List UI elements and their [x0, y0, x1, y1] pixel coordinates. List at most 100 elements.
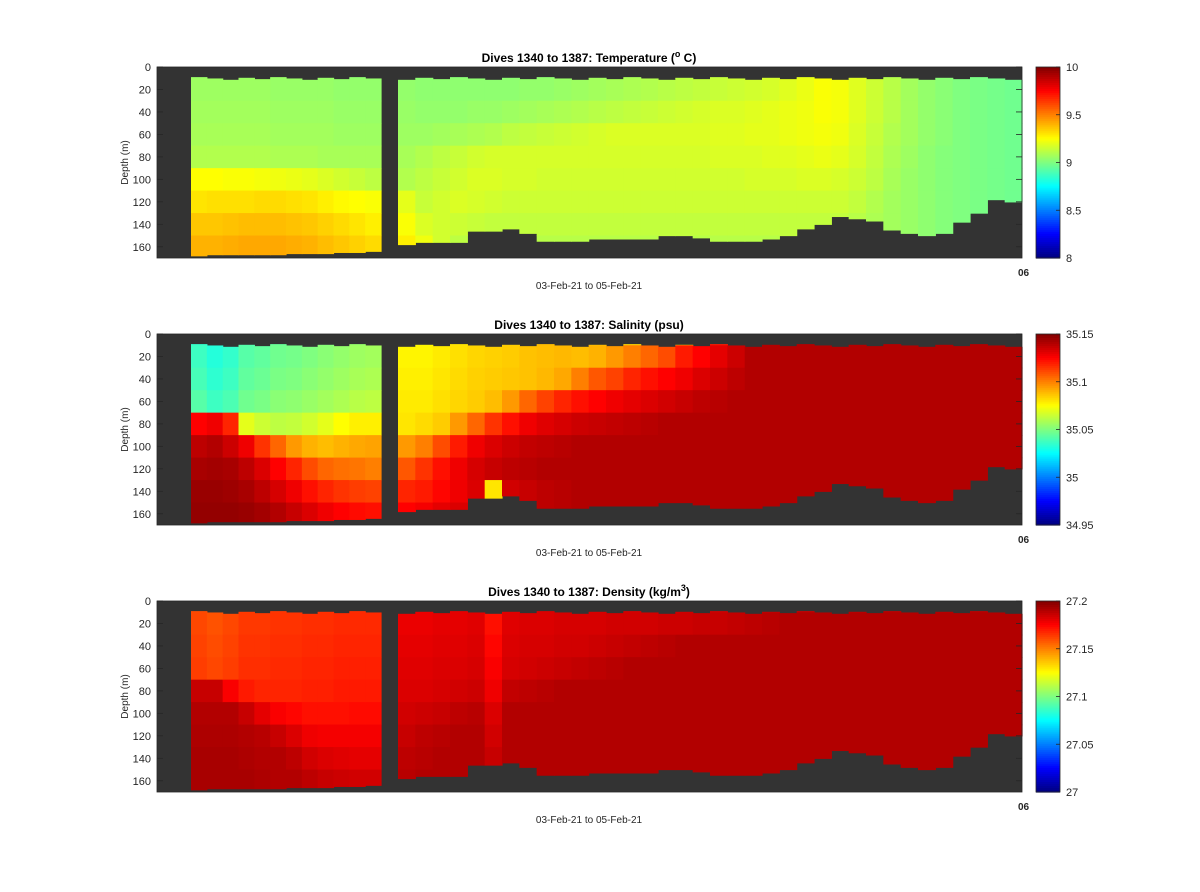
heatmap-cell: [658, 390, 676, 414]
heatmap-cell: [900, 345, 919, 369]
heatmap-cell: [848, 168, 867, 192]
heatmap-cell: [762, 367, 780, 391]
heatmap-cell: [900, 612, 919, 636]
heatmap-cell: [744, 657, 763, 681]
heatmap-cell: [222, 747, 240, 771]
heatmap-cell: [640, 657, 659, 681]
heatmap-cell: [554, 367, 572, 391]
heatmap-cell: [286, 634, 303, 658]
colorbar-tick-label: 9.5: [1066, 110, 1081, 122]
heatmap-cell: [935, 100, 954, 124]
heatmap-cell: [398, 724, 416, 748]
heatmap-cell: [536, 100, 555, 124]
heatmap-cell: [692, 100, 711, 124]
heatmap-cell: [900, 480, 919, 501]
heatmap-cell: [658, 145, 676, 169]
heatmap-cell: [432, 100, 451, 124]
colorbar-segment: [1036, 397, 1060, 401]
heatmap-cell: [883, 345, 902, 369]
heatmap-cell: [796, 345, 815, 369]
heatmap-cell: [935, 657, 954, 681]
heatmap-cell: [222, 79, 240, 102]
heatmap-cell: [432, 412, 451, 436]
colorbar-segment: [1036, 347, 1060, 351]
heatmap-cell: [779, 390, 798, 414]
colorbar-segment: [1036, 248, 1060, 251]
heatmap-cell: [502, 367, 520, 391]
heatmap-cell: [606, 634, 624, 658]
heatmap-cell: [270, 480, 287, 504]
colorbar-segment: [1036, 610, 1060, 614]
heatmap-cell: [301, 79, 319, 102]
heatmap-cell: [762, 145, 780, 169]
colorbar-segment: [1036, 176, 1060, 180]
heatmap-cell: [987, 612, 1006, 636]
heatmap-cell: [467, 480, 486, 499]
heatmap-cell: [191, 367, 208, 391]
heatmap-cell: [270, 612, 287, 636]
heatmap-cell: [588, 480, 607, 504]
colorbar-segment: [1036, 230, 1060, 233]
heatmap-cell: [206, 78, 224, 102]
heatmap-cell: [502, 634, 520, 658]
heatmap-cell: [191, 611, 208, 613]
colorbar-segment: [1036, 148, 1060, 152]
heatmap-cell: [658, 100, 676, 124]
colorbar-segment: [1036, 252, 1060, 255]
heatmap-cell: [623, 100, 642, 124]
heatmap-cell: [710, 480, 728, 504]
heatmap-cell: [1004, 613, 1023, 636]
colorbar-segment: [1036, 345, 1060, 349]
heatmap-cell: [254, 168, 271, 192]
heatmap-cell: [286, 168, 303, 192]
colorbar-segment: [1036, 106, 1060, 110]
heatmap-cell: [883, 657, 902, 681]
heatmap-cell: [762, 457, 780, 481]
heatmap-cell: [415, 679, 434, 703]
heatmap-cell: [727, 78, 746, 102]
heatmap-cell: [675, 168, 694, 192]
heatmap-cell: [918, 724, 936, 748]
heatmap-cell: [519, 145, 538, 169]
heatmap-cell: [191, 480, 208, 504]
colorbar-segment: [1036, 377, 1060, 381]
heatmap-cell: [286, 213, 303, 237]
y-tick-label: 60: [139, 396, 151, 408]
colorbar-segment: [1036, 357, 1060, 361]
heatmap-cell: [762, 702, 780, 726]
y-tick-label: 40: [139, 107, 151, 119]
heatmap-cell: [554, 100, 572, 124]
heatmap-cell: [900, 457, 919, 481]
heatmap-cell: [333, 235, 350, 253]
heatmap-cell: [238, 390, 255, 414]
heatmap-cell: [502, 123, 520, 147]
heatmap-cell: [588, 235, 607, 240]
heatmap-cell: [222, 702, 240, 726]
heatmap-cell: [450, 679, 468, 703]
heatmap-cell: [744, 747, 763, 771]
heatmap-cell: [206, 390, 224, 414]
heatmap-cell: [779, 679, 798, 703]
heatmap-cell: [238, 213, 255, 237]
heatmap-cell: [467, 435, 486, 459]
y-tick-label: 100: [133, 174, 151, 186]
heatmap-cell: [727, 724, 746, 748]
heatmap-cell: [191, 747, 208, 771]
colorbar-segment: [1036, 658, 1060, 662]
heatmap-cell: [796, 480, 815, 497]
colorbar-segment: [1036, 469, 1060, 472]
heatmap-cell: [727, 213, 746, 237]
colorbar-segment: [1036, 192, 1060, 195]
heatmap-cell: [970, 78, 988, 102]
heatmap-cell: [450, 435, 468, 459]
heatmap-cells: [191, 344, 1023, 524]
heatmap-cell: [710, 611, 728, 613]
heatmap-cell: [883, 344, 902, 346]
heatmap-cell: [450, 612, 468, 636]
heatmap-cell: [333, 168, 350, 192]
colorbar-segment: [1036, 351, 1060, 355]
colorbar-segment: [1036, 668, 1060, 672]
heatmap-cell: [349, 679, 366, 703]
colorbar-segment: [1036, 770, 1060, 773]
heatmap-cell: [779, 613, 798, 636]
